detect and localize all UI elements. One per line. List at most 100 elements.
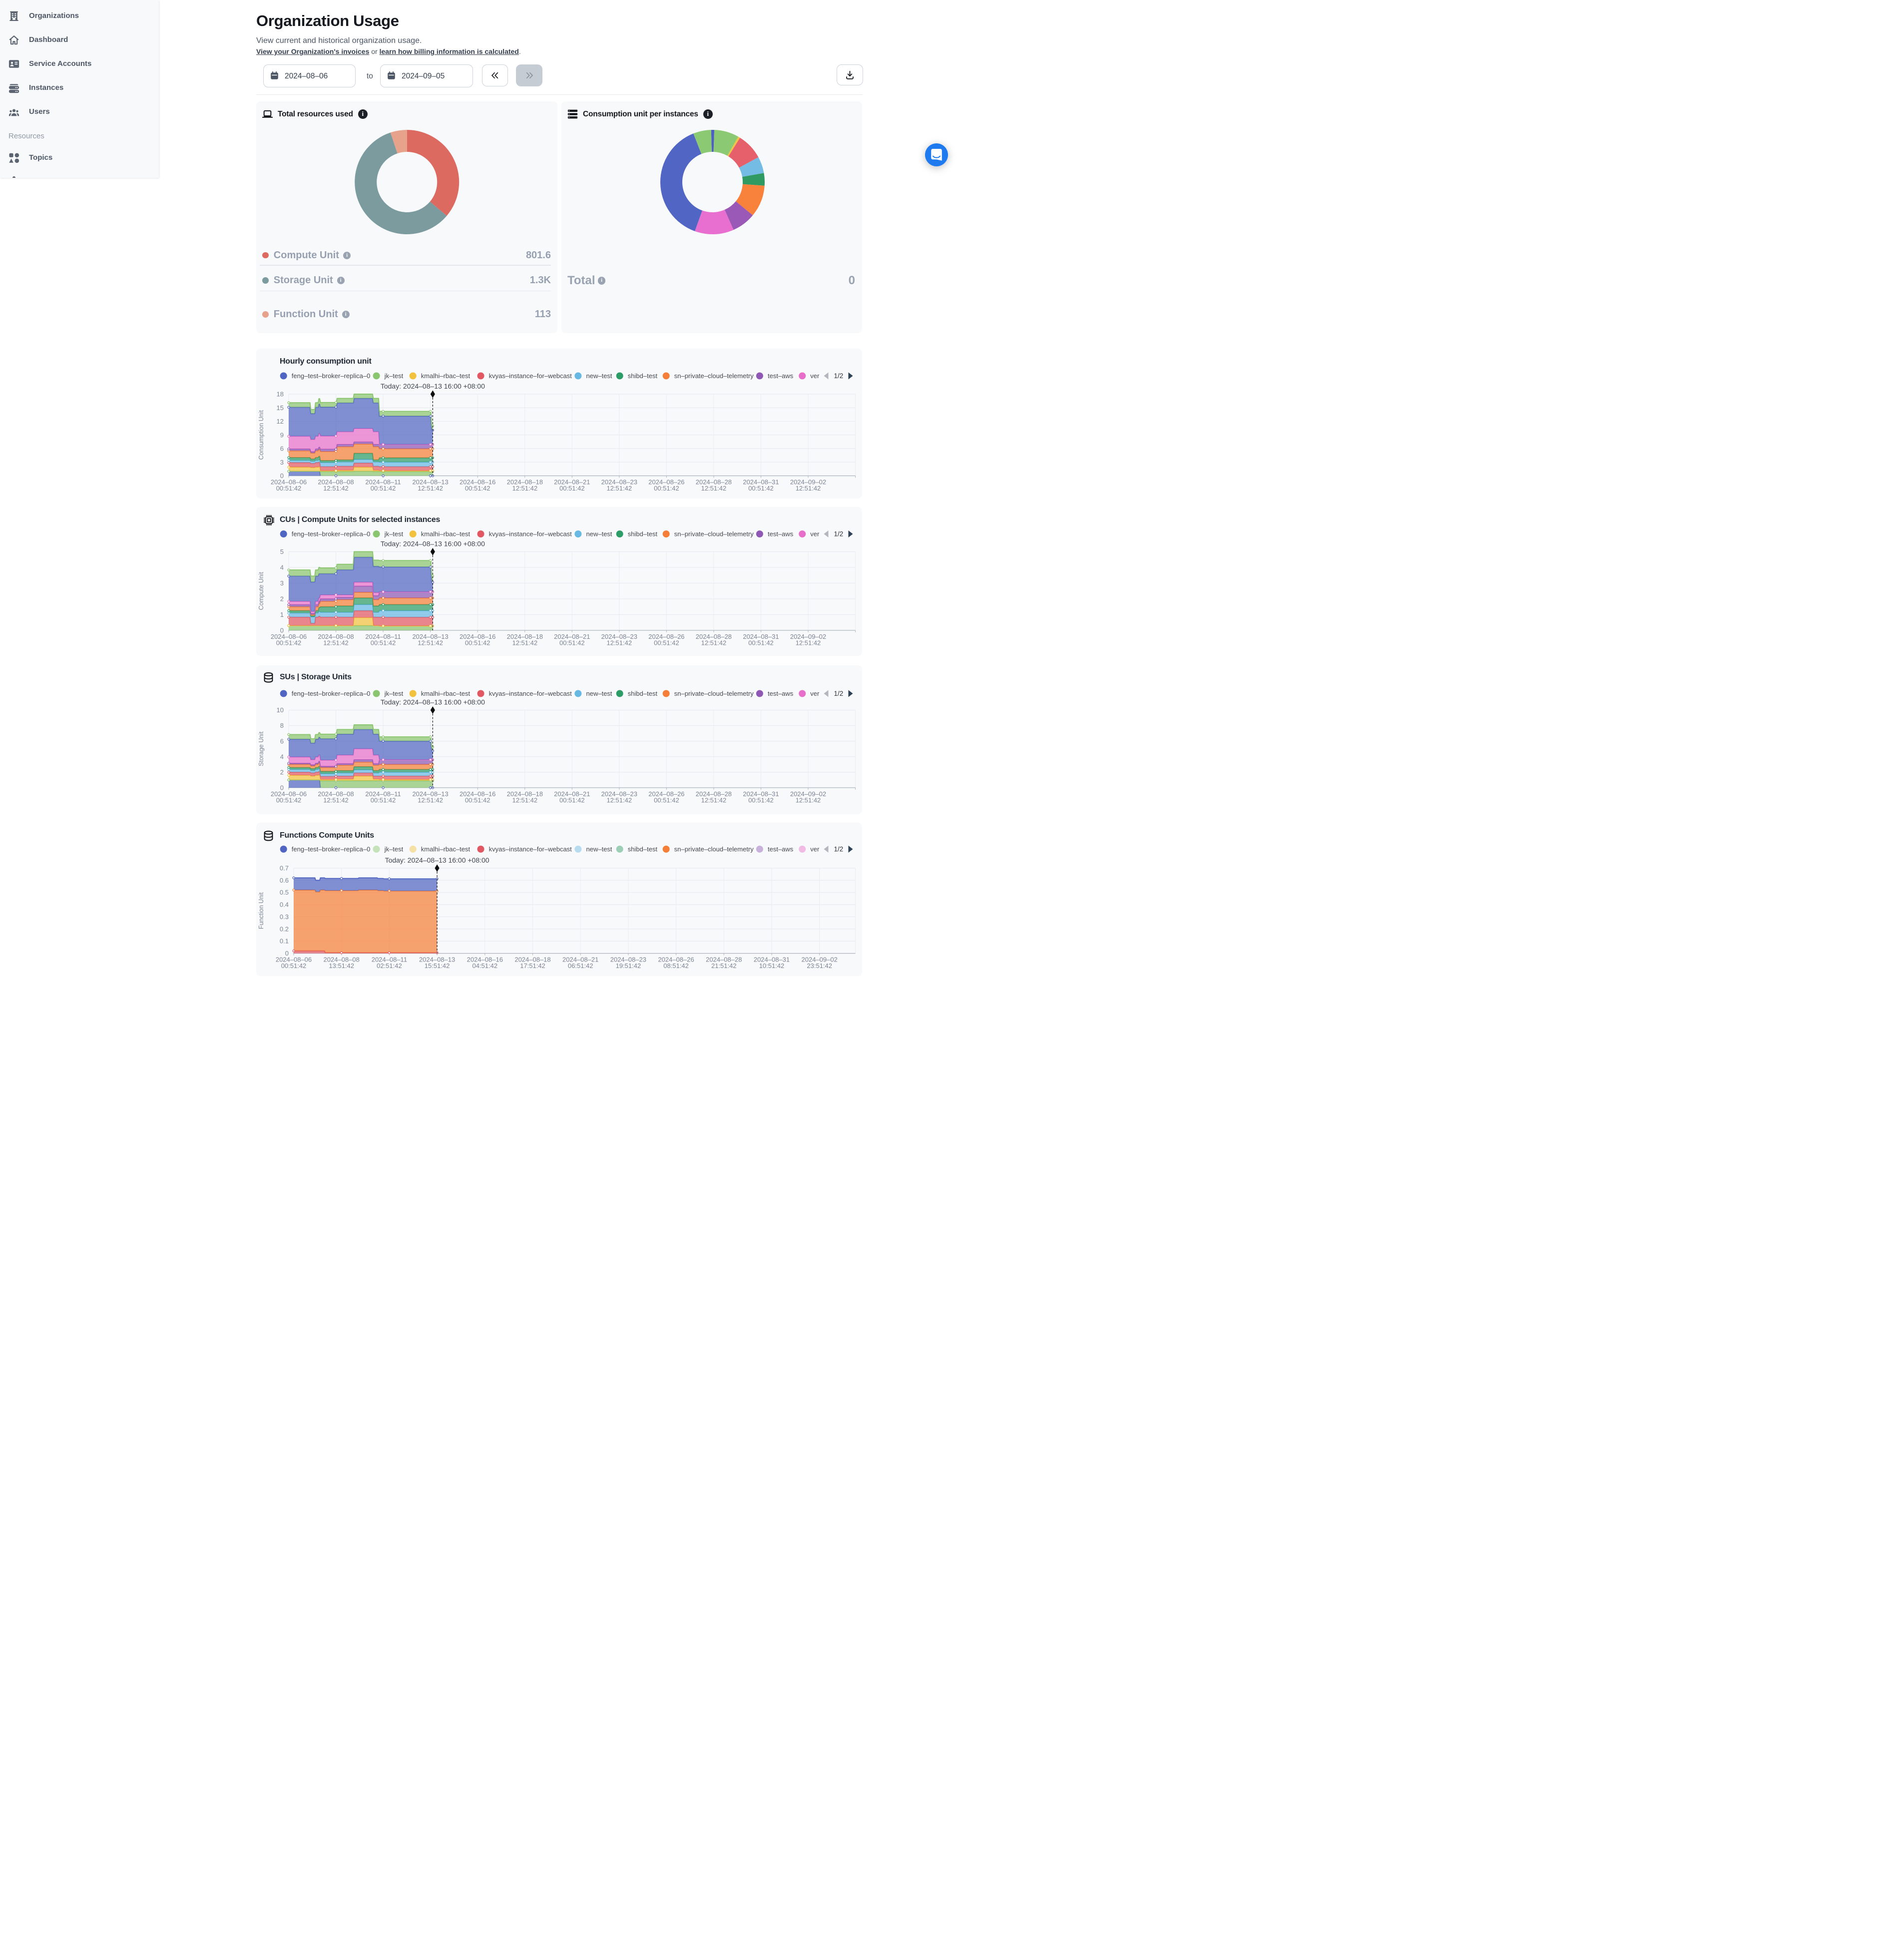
svg-text:2024–08–16: 2024–08–16 [460,790,495,798]
svg-text:kvyas–instance–for–webcast: kvyas–instance–for–webcast [489,846,572,853]
svg-text:0.4: 0.4 [280,901,289,909]
svg-text:1/2: 1/2 [834,530,844,538]
svg-text:00:51:42: 00:51:42 [559,639,585,647]
svg-text:2024–08–18: 2024–08–18 [507,790,543,798]
svg-text:2024–08–13: 2024–08–13 [412,479,448,486]
svg-text:00:51:42: 00:51:42 [748,485,774,492]
svg-text:2024–08–08: 2024–08–08 [318,790,354,798]
svg-text:2024–08–11: 2024–08–11 [365,479,401,486]
svg-text:12:51:42: 12:51:42 [796,797,821,804]
svg-text:sn–private–cloud–telemetry: sn–private–cloud–telemetry [674,372,754,380]
svg-text:feng–test–broker–replica–0: feng–test–broker–replica–0 [292,372,371,380]
svg-text:kvyas–instance–for–webcast: kvyas–instance–for–webcast [489,530,572,538]
svg-text:12:51:42: 12:51:42 [323,485,349,492]
svg-text:0.3: 0.3 [280,913,289,921]
svg-text:2024–08–31: 2024–08–31 [743,479,779,486]
svg-text:jk–test: jk–test [384,846,404,853]
svg-text:12:51:42: 12:51:42 [606,639,632,647]
svg-text:2: 2 [280,768,284,776]
svg-text:2024–08–08: 2024–08–08 [318,633,354,640]
svg-text:Today: 2024–08–13 16:00 +08:00: Today: 2024–08–13 16:00 +08:00 [385,856,489,864]
svg-text:8: 8 [280,722,284,729]
svg-text:sn–private–cloud–telemetry: sn–private–cloud–telemetry [674,846,754,853]
svg-text:17:51:42: 17:51:42 [520,962,545,970]
svg-text:1/2: 1/2 [834,846,844,853]
svg-text:12:51:42: 12:51:42 [701,485,727,492]
svg-text:12:51:42: 12:51:42 [323,797,349,804]
svg-text:shibd–test: shibd–test [628,690,658,697]
svg-text:2024–08–21: 2024–08–21 [554,479,590,486]
svg-text:sn–private–cloud–telemetry: sn–private–cloud–telemetry [674,690,754,697]
svg-text:08:51:42: 08:51:42 [663,962,689,970]
svg-text:kvyas–instance–for–webcast: kvyas–instance–for–webcast [489,372,572,380]
svg-text:12:51:42: 12:51:42 [606,485,632,492]
svg-text:2024–08–28: 2024–08–28 [696,633,732,640]
svg-text:2024–08–06: 2024–08–06 [276,956,312,964]
svg-text:2024–09–02: 2024–09–02 [802,956,838,964]
svg-text:21:51:42: 21:51:42 [711,962,737,970]
svg-text:Compute Unit: Compute Unit [258,571,265,610]
svg-text:0: 0 [285,950,289,957]
svg-text:jk–test: jk–test [384,690,404,697]
svg-text:2024–08–28: 2024–08–28 [696,479,732,486]
svg-text:2024–08–06: 2024–08–06 [271,790,307,798]
svg-text:1: 1 [280,611,284,618]
svg-text:00:51:42: 00:51:42 [465,797,490,804]
svg-text:new–test: new–test [586,372,612,380]
svg-text:00:51:42: 00:51:42 [371,797,396,804]
svg-text:kmalhi–rbac–test: kmalhi–rbac–test [421,530,471,538]
svg-text:2024–08–26: 2024–08–26 [648,633,684,640]
svg-text:00:51:42: 00:51:42 [371,639,396,647]
svg-text:ver: ver [810,690,820,697]
svg-text:6: 6 [280,445,284,453]
svg-text:2024–08–26: 2024–08–26 [648,790,684,798]
svg-text:2024–08–16: 2024–08–16 [460,633,495,640]
svg-text:00:51:42: 00:51:42 [276,797,302,804]
svg-text:00:51:42: 00:51:42 [748,797,774,804]
svg-text:00:51:42: 00:51:42 [276,485,302,492]
svg-text:shibd–test: shibd–test [628,846,658,853]
svg-text:2024–08–18: 2024–08–18 [507,633,543,640]
svg-text:2024–08–06: 2024–08–06 [271,479,307,486]
svg-text:12:51:42: 12:51:42 [512,797,537,804]
svg-text:test–aws: test–aws [768,372,794,380]
svg-text:ver: ver [810,530,820,538]
svg-text:9: 9 [280,431,284,439]
svg-text:12: 12 [277,418,284,425]
svg-text:12:51:42: 12:51:42 [606,797,632,804]
svg-text:Today: 2024–08–13 16:00 +08:00: Today: 2024–08–13 16:00 +08:00 [381,540,485,548]
svg-text:12:51:42: 12:51:42 [512,485,537,492]
svg-text:12:51:42: 12:51:42 [701,639,727,647]
svg-text:0.1: 0.1 [280,938,289,945]
svg-text:00:51:42: 00:51:42 [654,485,679,492]
svg-text:2024–08–31: 2024–08–31 [743,633,779,640]
svg-text:00:51:42: 00:51:42 [559,797,585,804]
svg-text:2024–08–13: 2024–08–13 [412,790,448,798]
svg-text:12:51:42: 12:51:42 [701,797,727,804]
svg-text:2024–08–21: 2024–08–21 [554,633,590,640]
svg-text:0.5: 0.5 [280,889,289,896]
svg-text:2024–08–21: 2024–08–21 [562,956,598,964]
svg-text:2024–08–18: 2024–08–18 [507,479,543,486]
svg-text:2024–09–02: 2024–09–02 [790,790,826,798]
svg-text:3: 3 [280,459,284,466]
svg-text:00:51:42: 00:51:42 [654,797,679,804]
svg-text:0.7: 0.7 [280,865,289,872]
svg-text:kmalhi–rbac–test: kmalhi–rbac–test [421,846,471,853]
svg-text:Consumption Unit: Consumption Unit [258,410,265,460]
svg-text:00:51:42: 00:51:42 [654,639,679,647]
svg-text:kmalhi–rbac–test: kmalhi–rbac–test [421,372,471,380]
svg-text:12:51:42: 12:51:42 [418,797,443,804]
svg-text:2024–08–23: 2024–08–23 [601,479,637,486]
svg-text:jk–test: jk–test [384,530,404,538]
svg-text:0: 0 [280,784,284,792]
svg-text:10:51:42: 10:51:42 [759,962,785,970]
svg-text:6: 6 [280,737,284,745]
svg-text:2024–08–21: 2024–08–21 [554,790,590,798]
svg-text:ver: ver [810,372,820,380]
svg-text:4: 4 [280,753,284,760]
svg-text:02:51:42: 02:51:42 [377,962,402,970]
svg-text:06:51:42: 06:51:42 [568,962,593,970]
svg-text:test–aws: test–aws [768,846,794,853]
svg-text:12:51:42: 12:51:42 [796,485,821,492]
